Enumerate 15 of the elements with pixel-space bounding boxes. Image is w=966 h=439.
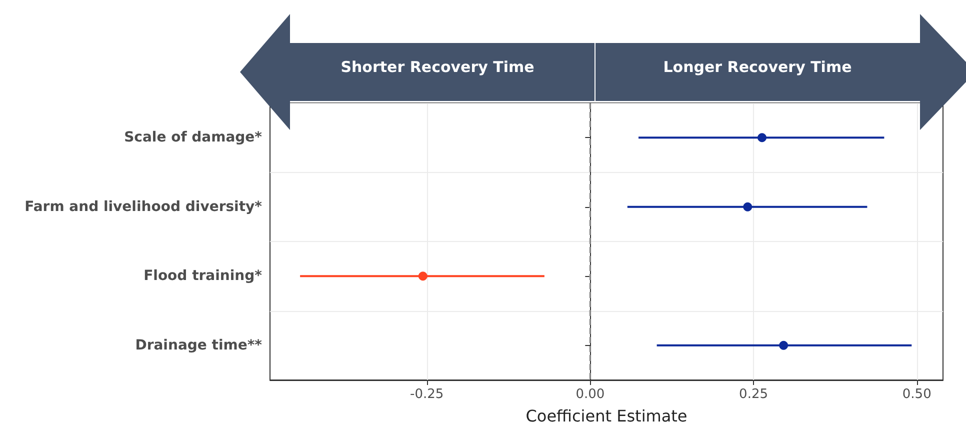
y-tick-label: Farm and livelihood diversity*: [24, 198, 263, 215]
point: [779, 340, 788, 350]
text: Shorter Recovery Time: [340, 58, 534, 76]
x-tick-label: 0.00: [576, 387, 605, 402]
y-tick-label: Flood training*: [144, 268, 263, 284]
y-tick-label: Scale of damage*: [124, 130, 263, 146]
x-axis-title: Coefficient Estimate: [526, 406, 688, 426]
point: [418, 272, 428, 281]
x-tick-label: -0.25: [410, 387, 444, 402]
point: [758, 133, 767, 142]
point: [743, 202, 752, 212]
text: Longer Recovery Time: [663, 58, 852, 76]
y-tick-label: Drainage time**: [135, 337, 263, 354]
x-tick-label: 0.50: [902, 387, 932, 402]
x-tick-label: 0.25: [739, 387, 768, 402]
